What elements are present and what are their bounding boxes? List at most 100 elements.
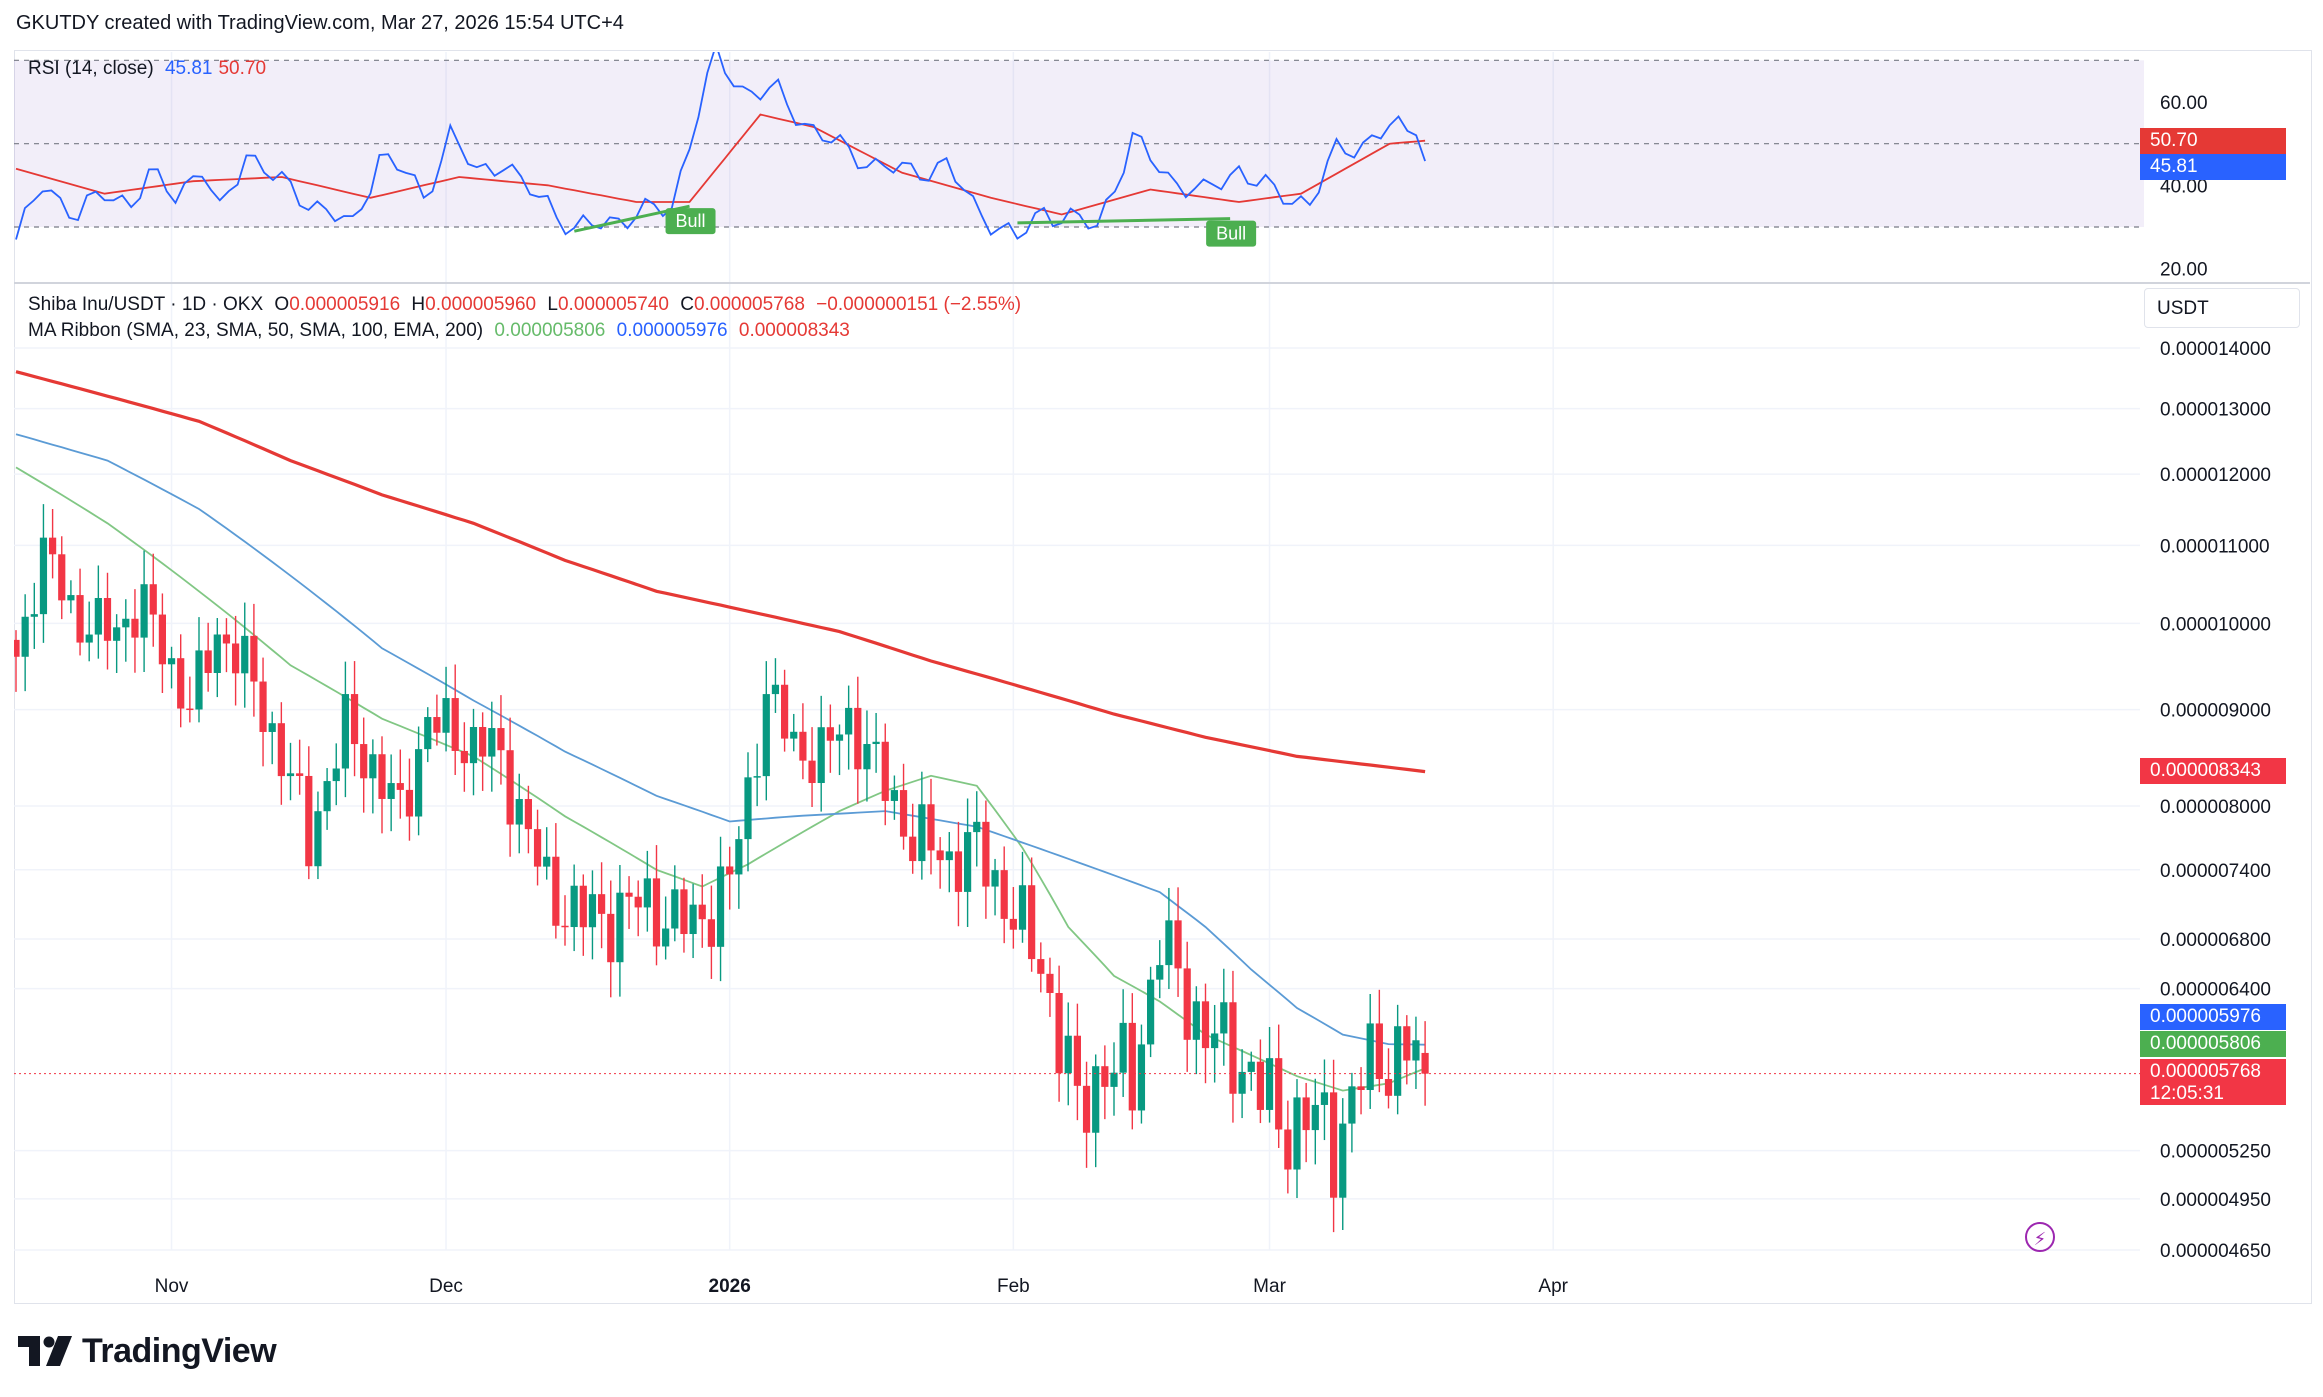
candle xyxy=(533,809,542,886)
x-tick-label: Mar xyxy=(1253,1276,1286,1297)
candle-body xyxy=(1147,979,1155,1045)
candle-body xyxy=(771,684,780,695)
rsi-ma-line xyxy=(15,113,1426,216)
tradingview-wordmark: TradingView xyxy=(82,1331,277,1370)
candle xyxy=(94,565,102,659)
candle-body xyxy=(286,773,295,777)
candle-body xyxy=(1183,968,1191,1040)
candle xyxy=(1110,1042,1118,1116)
candle xyxy=(232,615,240,706)
candle xyxy=(140,550,148,672)
candle xyxy=(424,707,432,763)
candle-body xyxy=(49,537,57,555)
candle xyxy=(625,876,633,929)
candle-body xyxy=(1284,1129,1292,1170)
candle xyxy=(158,593,166,694)
candle-body xyxy=(936,850,944,861)
candle xyxy=(451,664,459,776)
candle xyxy=(790,713,798,752)
candle xyxy=(598,862,606,949)
ma50-price-box: 0.000005976 xyxy=(2140,1004,2286,1030)
candle xyxy=(799,703,807,780)
candle-body xyxy=(652,878,661,947)
candle-body xyxy=(360,744,368,779)
candle xyxy=(1037,942,1045,993)
ma-ribbon xyxy=(15,370,1426,1092)
candle xyxy=(662,896,670,960)
candle-body xyxy=(424,717,432,750)
candle-body xyxy=(533,829,542,867)
chart-frame xyxy=(14,50,2312,1304)
candle xyxy=(396,749,404,819)
candle-body xyxy=(625,892,633,897)
candle xyxy=(360,717,368,813)
open-value: 0.000005916 xyxy=(289,294,401,315)
candle-body xyxy=(1394,1026,1402,1096)
tradingview-logo[interactable]: TradingView xyxy=(18,1328,277,1374)
candle-body xyxy=(350,694,359,745)
candle xyxy=(405,758,414,841)
candle-body xyxy=(954,851,963,892)
candle-body xyxy=(1165,920,1173,966)
lightning-icon[interactable]: ⚡ xyxy=(2025,1222,2055,1252)
candle-body xyxy=(332,768,340,782)
candle-body xyxy=(570,885,578,928)
candle-body xyxy=(863,744,871,770)
candle xyxy=(314,791,322,880)
candle xyxy=(945,832,953,893)
y-tick-label: 0.000009000 xyxy=(2160,701,2271,722)
candle-body xyxy=(1384,1079,1393,1096)
candle xyxy=(1284,1100,1292,1194)
candle-body xyxy=(1082,1085,1091,1133)
candle-body xyxy=(497,728,505,751)
candle xyxy=(1394,1004,1402,1115)
y-tick-label: 0.000013000 xyxy=(2160,400,2271,421)
rsi-legend: RSI (14, close) 45.81 50.70 xyxy=(28,58,272,80)
candle-body xyxy=(643,878,651,908)
candle xyxy=(890,775,898,820)
candle-body xyxy=(909,836,917,862)
candle xyxy=(259,657,267,767)
candle-body xyxy=(158,614,166,665)
candle-body xyxy=(607,913,615,963)
candle-body xyxy=(1375,1023,1383,1080)
candle-body xyxy=(195,650,203,710)
candle-body xyxy=(122,618,130,628)
candle-body xyxy=(671,889,679,929)
low-value: 0.000005740 xyxy=(557,294,669,315)
candle-body xyxy=(506,750,514,825)
x-tick-label: Dec xyxy=(429,1276,463,1297)
currency-selector[interactable]: USDT xyxy=(2144,288,2300,328)
y-tick-label: 0.000010000 xyxy=(2160,614,2271,635)
candle-body xyxy=(1073,1035,1081,1086)
candle xyxy=(1302,1082,1310,1163)
candle xyxy=(1320,1059,1329,1141)
candle xyxy=(1375,989,1383,1093)
candle xyxy=(881,723,889,826)
candle xyxy=(835,724,844,776)
bull-label-box xyxy=(1206,220,1257,247)
candle xyxy=(213,618,221,698)
candle xyxy=(909,803,917,874)
bull-label-box xyxy=(665,208,716,235)
candle-body xyxy=(1064,1035,1072,1074)
y-tick-label: 0.000012000 xyxy=(2160,465,2271,486)
candle-body xyxy=(149,584,157,615)
rsi-ma-price-box: 50.70 xyxy=(2140,128,2286,154)
rsi-tick-label: 60.00 xyxy=(2160,93,2208,114)
candle xyxy=(735,826,743,909)
candle-body xyxy=(579,885,587,928)
candle xyxy=(744,752,752,872)
rsi-value: 45.81 xyxy=(164,58,213,79)
candle-body xyxy=(781,684,789,739)
candle-body xyxy=(1110,1072,1118,1087)
candle-body xyxy=(964,832,972,892)
candle xyxy=(1119,989,1127,1097)
candle xyxy=(808,727,816,808)
candle-body xyxy=(1037,959,1045,974)
rsi-ma-value: 50.70 xyxy=(218,58,267,79)
candle xyxy=(369,739,377,814)
y-tick-label: 0.000007400 xyxy=(2160,861,2271,882)
rsi-price-box: 45.81 xyxy=(2140,154,2286,180)
